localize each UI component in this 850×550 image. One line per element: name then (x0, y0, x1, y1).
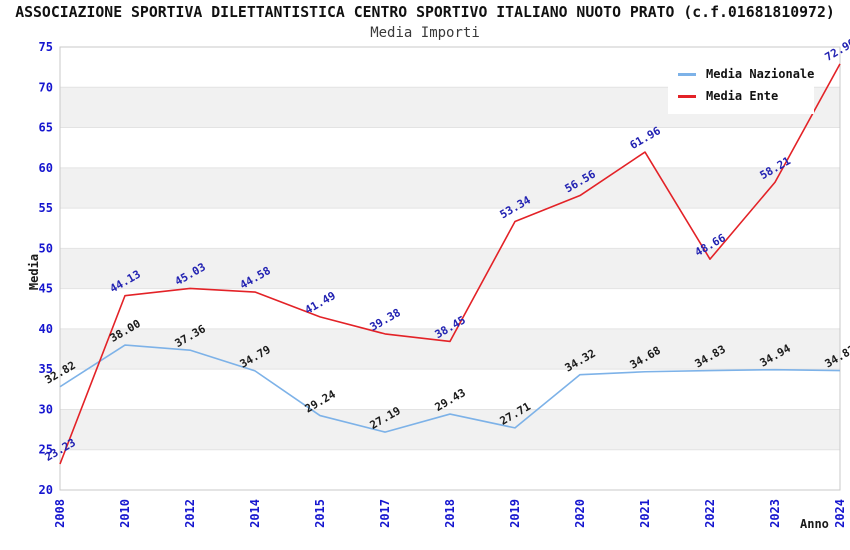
media-nazionale-line-swatch (678, 72, 696, 76)
chart-title: ASSOCIAZIONE SPORTIVA DILETTANTISTICA CE… (15, 4, 835, 21)
grid-band (60, 167, 840, 209)
x-axis-title: Anno (800, 517, 829, 531)
media-ente-value-label: 61.96 (628, 124, 664, 152)
x-tick-label: 2015 (313, 499, 327, 528)
x-tick-label: 2014 (248, 499, 262, 528)
legend-item-media-ente: Media Ente (678, 85, 814, 107)
legend-label-media-nazionale: Media Nazionale (706, 67, 815, 81)
grid-band (60, 248, 840, 289)
x-tick-label: 2020 (573, 499, 587, 528)
x-tick-label: 2024 (833, 499, 847, 528)
x-tick-label: 2008 (53, 499, 67, 528)
y-tick-label: 55 (39, 201, 53, 215)
legend-label-media-ente: Media Ente (706, 89, 779, 103)
y-tick-label: 40 (39, 322, 53, 336)
y-tick-label: 20 (39, 483, 53, 497)
y-tick-label: 25 (39, 443, 53, 457)
media-ente-value-label: 72.90 (823, 36, 850, 64)
media-ente-line (59, 63, 841, 465)
x-tick-label: 2018 (443, 499, 457, 528)
media-nazionale-line (59, 344, 841, 433)
x-tick-label: 2019 (508, 499, 522, 528)
x-tick-label: 2022 (703, 499, 717, 528)
plot-border (59, 46, 841, 491)
media-ente-line-swatch (678, 94, 696, 98)
y-tick-label: 45 (39, 282, 53, 296)
y-tick-label: 35 (39, 362, 53, 376)
x-tick-label: 2010 (118, 499, 132, 528)
x-tick-label: 2017 (378, 499, 392, 528)
x-tick-label: 2021 (638, 499, 652, 528)
y-tick-label: 50 (39, 241, 53, 255)
y-tick-label: 70 (39, 80, 53, 94)
y-tick-label: 30 (39, 402, 53, 416)
y-axis-title: Media (27, 253, 42, 291)
grid-band (60, 328, 840, 370)
chart-subtitle: Media Importi (370, 25, 480, 41)
y-tick-label: 65 (39, 121, 53, 135)
legend-item-media-nazionale: Media Nazionale (678, 63, 814, 85)
legend: Media Nazionale Media Ente (668, 56, 814, 114)
grid-band (60, 409, 840, 450)
y-tick-label: 60 (39, 161, 53, 175)
media-ente-value-label: 41.49 (303, 289, 338, 317)
x-tick-label: 2012 (183, 499, 197, 528)
x-tick-label: 2023 (768, 499, 782, 528)
y-tick-label: 75 (39, 40, 53, 54)
